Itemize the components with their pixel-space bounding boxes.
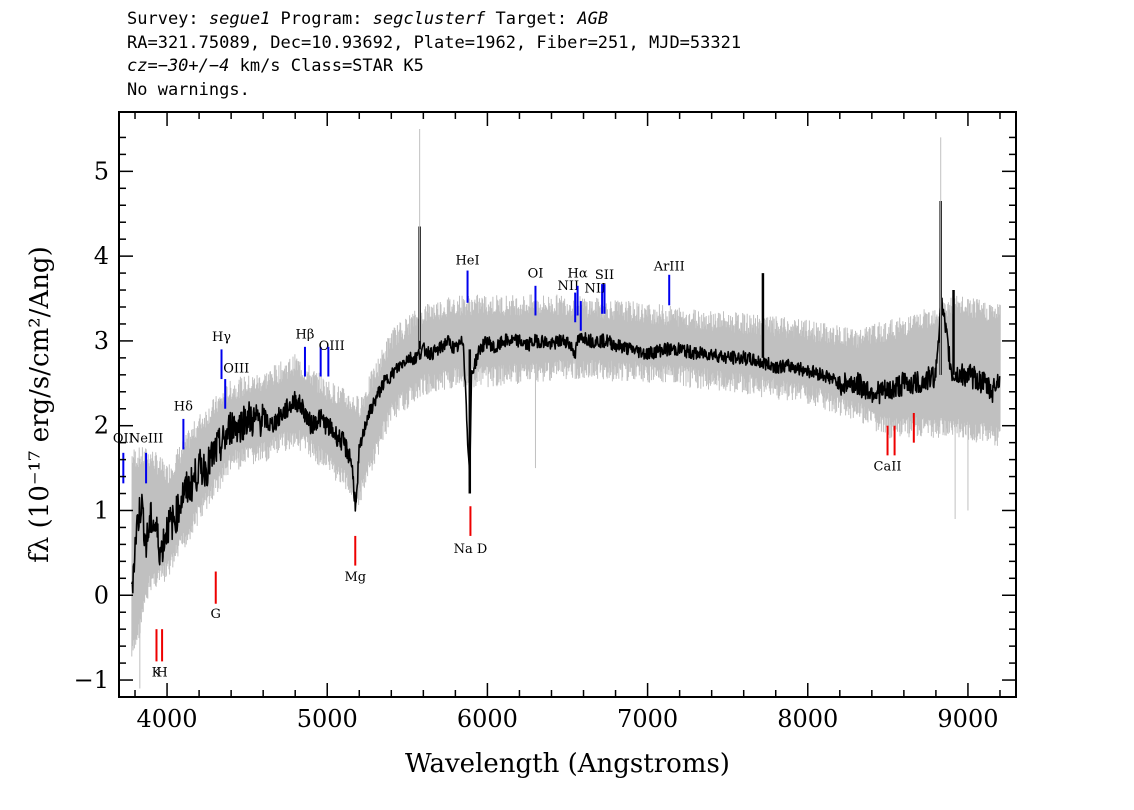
header-line-survey: Survey: segue1 Program: segclusterf Targ… [127, 8, 741, 32]
absorption-line-label: CaII [874, 460, 902, 475]
emission-line-label: ArIII [653, 260, 685, 275]
header-line-warnings: No warnings. [127, 79, 250, 100]
emission-line-label: Hδ [174, 399, 193, 414]
spectral-line-markers: OIINeIIIHδHγOIIIHβOIIIHeIOINIIHαNIISIIAr… [113, 254, 915, 681]
program-label: Program: [270, 9, 373, 29]
emission-line-label: Hα [568, 266, 588, 281]
target-value: AGB [577, 9, 609, 29]
emission-line-label: HeI [455, 254, 479, 269]
header-line-redshift: cz=−30+/−4 km/s Class=STAR K5 [127, 55, 741, 79]
survey-value: segue1 [208, 9, 271, 29]
x-tick-label: 8000 [777, 705, 838, 733]
y-tick-label: 5 [94, 157, 109, 185]
y-tick-label: 4 [94, 242, 109, 270]
emission-line-label: Hγ [212, 330, 231, 345]
emission-line-label: NII [558, 279, 580, 294]
y-axis-title: fλ (10⁻¹⁷ erg/s/cm²/Ang) [25, 246, 55, 562]
emission-line-label: NeIII [129, 432, 163, 447]
absorption-line-label: K [152, 666, 162, 681]
header-line-coordinates: RA=321.75089, Dec=10.93692, Plate=1962, … [127, 32, 742, 53]
y-tick-label: 2 [94, 412, 109, 440]
emission-line-label: OIII [319, 339, 345, 354]
axis-tick-labels: 4000 5000 6000 7000 8000 9000 −1 0 1 2 3 4 5 [74, 157, 999, 733]
absorption-line-label: Na D [454, 542, 488, 557]
axis-ticks [119, 112, 1016, 697]
program-value: segclusterf [372, 9, 486, 29]
emission-line-label: Hβ [296, 327, 315, 342]
spectrum-header: Survey: segue1 Program: segclusterf Targ… [127, 8, 741, 102]
emission-line-label: SII [595, 268, 614, 283]
survey-label: Survey: [127, 9, 209, 29]
emission-line-label: OI [528, 266, 544, 281]
x-tick-label: 9000 [937, 705, 998, 733]
x-tick-label: 5000 [297, 705, 358, 733]
redshift-value: cz=−30+/−4 [127, 56, 230, 76]
x-axis-title: Wavelength (Angstroms) [405, 749, 730, 779]
y-tick-label: −1 [74, 666, 109, 694]
error-band-path [131, 294, 1001, 657]
error-band [131, 294, 1001, 657]
target-label: Target: [485, 9, 578, 29]
y-tick-label: 3 [94, 327, 109, 355]
flux-line [131, 289, 1001, 594]
x-tick-label: 6000 [457, 705, 518, 733]
absorption-line-label: G [211, 607, 221, 622]
x-tick-label: 4000 [137, 705, 198, 733]
class-value: km/s Class=STAR K5 [229, 56, 424, 76]
absorption-line-label: Mg [344, 570, 366, 585]
emission-line-label: OIII [223, 361, 249, 376]
x-tick-label: 7000 [617, 705, 678, 733]
emission-line-label: NII [584, 282, 606, 297]
y-tick-label: 0 [94, 581, 109, 609]
plot-frame [118, 111, 1017, 698]
flux-series [131, 289, 1001, 594]
y-tick-label: 1 [94, 496, 109, 524]
spike-features [139, 128, 969, 689]
absorption-line-label: H [156, 666, 167, 681]
